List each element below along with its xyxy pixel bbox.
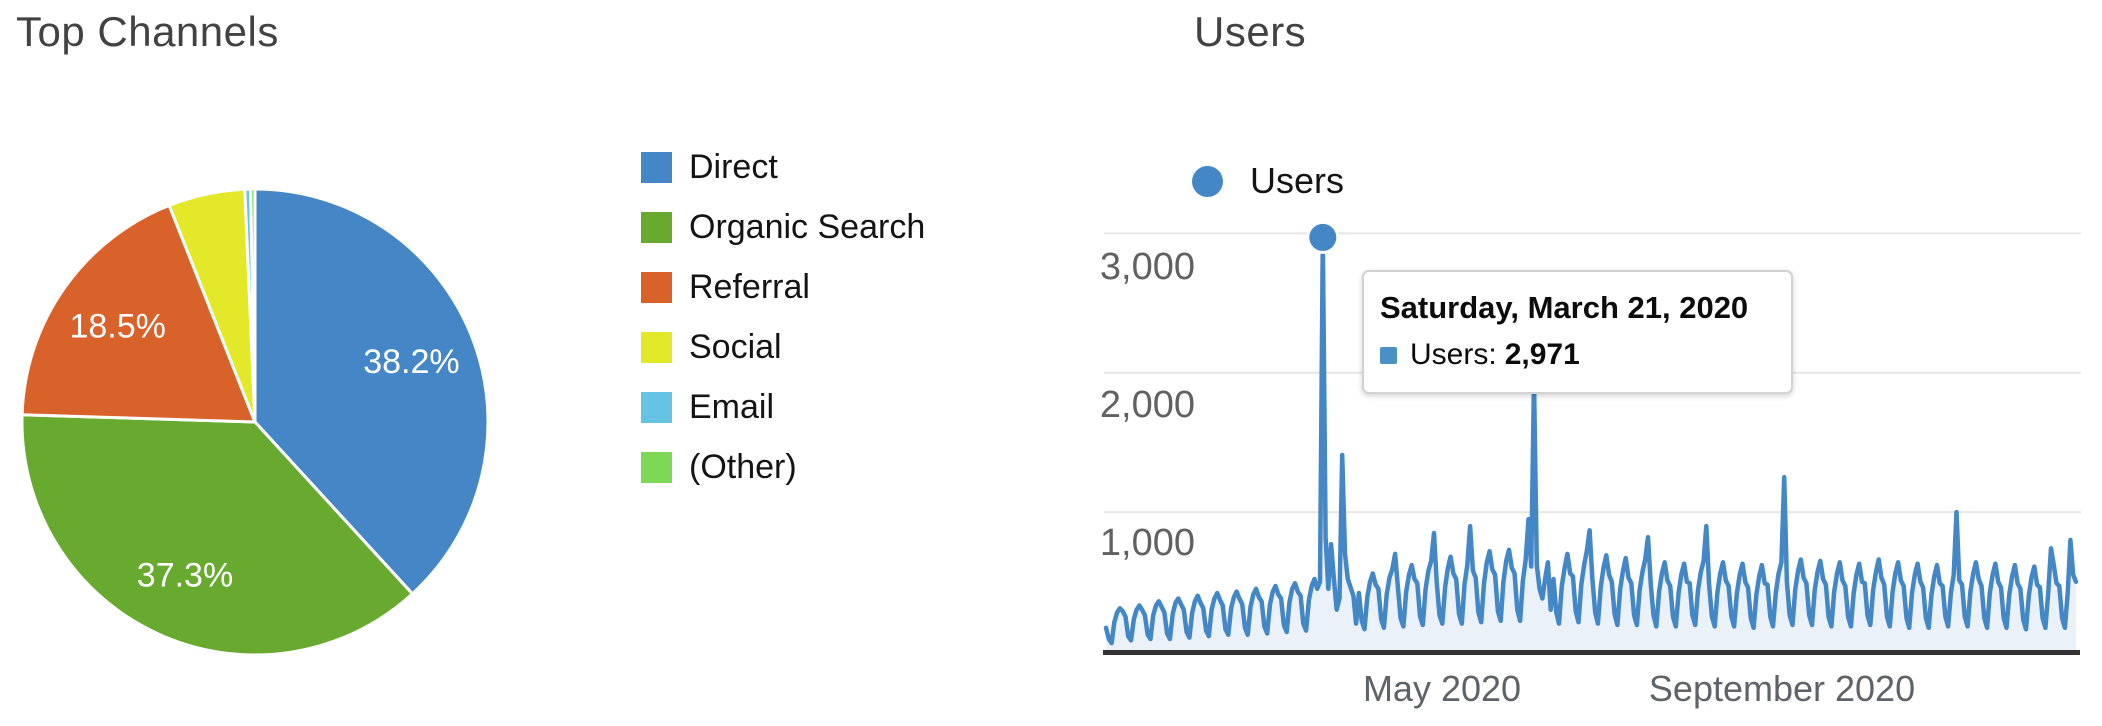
pie-slice-percentage-label: 38.2% (363, 343, 459, 381)
legend-color-swatch (641, 452, 672, 483)
x-axis-tick-september-2020: September 2020 (1648, 668, 1916, 709)
pie-slice-percentage-label: 37.3% (137, 556, 233, 594)
legend-item-social: Social (641, 328, 925, 366)
y-axis-tick-1000: 1,000 (1099, 522, 1195, 564)
selected-point-marker[interactable] (1306, 220, 1340, 254)
legend-item-email: Email (641, 388, 925, 426)
legend-label: (Other) (689, 448, 797, 486)
legend-color-swatch (641, 392, 672, 423)
legend-color-swatch (641, 272, 672, 303)
legend-color-swatch (641, 212, 672, 243)
pie-slice-percentage-label: 18.5% (69, 307, 165, 345)
chart-tooltip: Saturday, March 21, 2020 Users: 2,971 (1362, 270, 1793, 394)
legend-label: Organic Search (689, 208, 926, 246)
x-axis-tick-may-2020: May 2020 (1362, 668, 1522, 709)
tooltip-series-swatch-icon (1380, 346, 1397, 364)
users-line-series[interactable] (1103, 235, 2079, 646)
tooltip-date: Saturday, March 21, 2020 (1380, 290, 1749, 325)
pie-legend: Direct Organic Search Referral Social Em… (641, 148, 925, 512)
legend-color-swatch (641, 152, 672, 183)
legend-color-swatch (641, 332, 672, 363)
users-series-label: Users (1250, 160, 1345, 201)
y-axis-tick-2000: 2,000 (1099, 384, 1195, 426)
top-channels-title: Top Channels (16, 8, 279, 55)
y-axis-tick-3000: 3,000 (1099, 246, 1195, 288)
legend-label: Email (689, 388, 775, 426)
pie-slice-other[interactable] (249, 187, 257, 424)
legend-item-organic-search: Organic Search (641, 208, 925, 246)
legend-label: Social (689, 328, 782, 366)
legend-item-referral: Referral (641, 268, 925, 306)
users-series-legend: Users (1192, 160, 1344, 202)
users-chart-title: Users (1194, 8, 1307, 55)
pie-slice-referral[interactable] (20, 203, 257, 424)
pie-slice-direct[interactable] (253, 187, 490, 596)
tooltip-value: 2,971 (1504, 338, 1580, 371)
tooltip-series-label: Users: (1410, 338, 1497, 371)
legend-item-direct: Direct (641, 148, 925, 186)
legend-label: Direct (689, 148, 778, 186)
legend-label: Referral (689, 268, 810, 306)
pie-slice-organic-search[interactable] (20, 413, 414, 657)
tooltip-series-row: Users: 2,971 (1380, 338, 1769, 372)
top-channels-pie-chart[interactable]: 38.2% 37.3% 18.5% (19, 186, 491, 658)
legend-item-other: (Other) (641, 448, 925, 486)
users-series-dot-icon (1192, 165, 1223, 197)
